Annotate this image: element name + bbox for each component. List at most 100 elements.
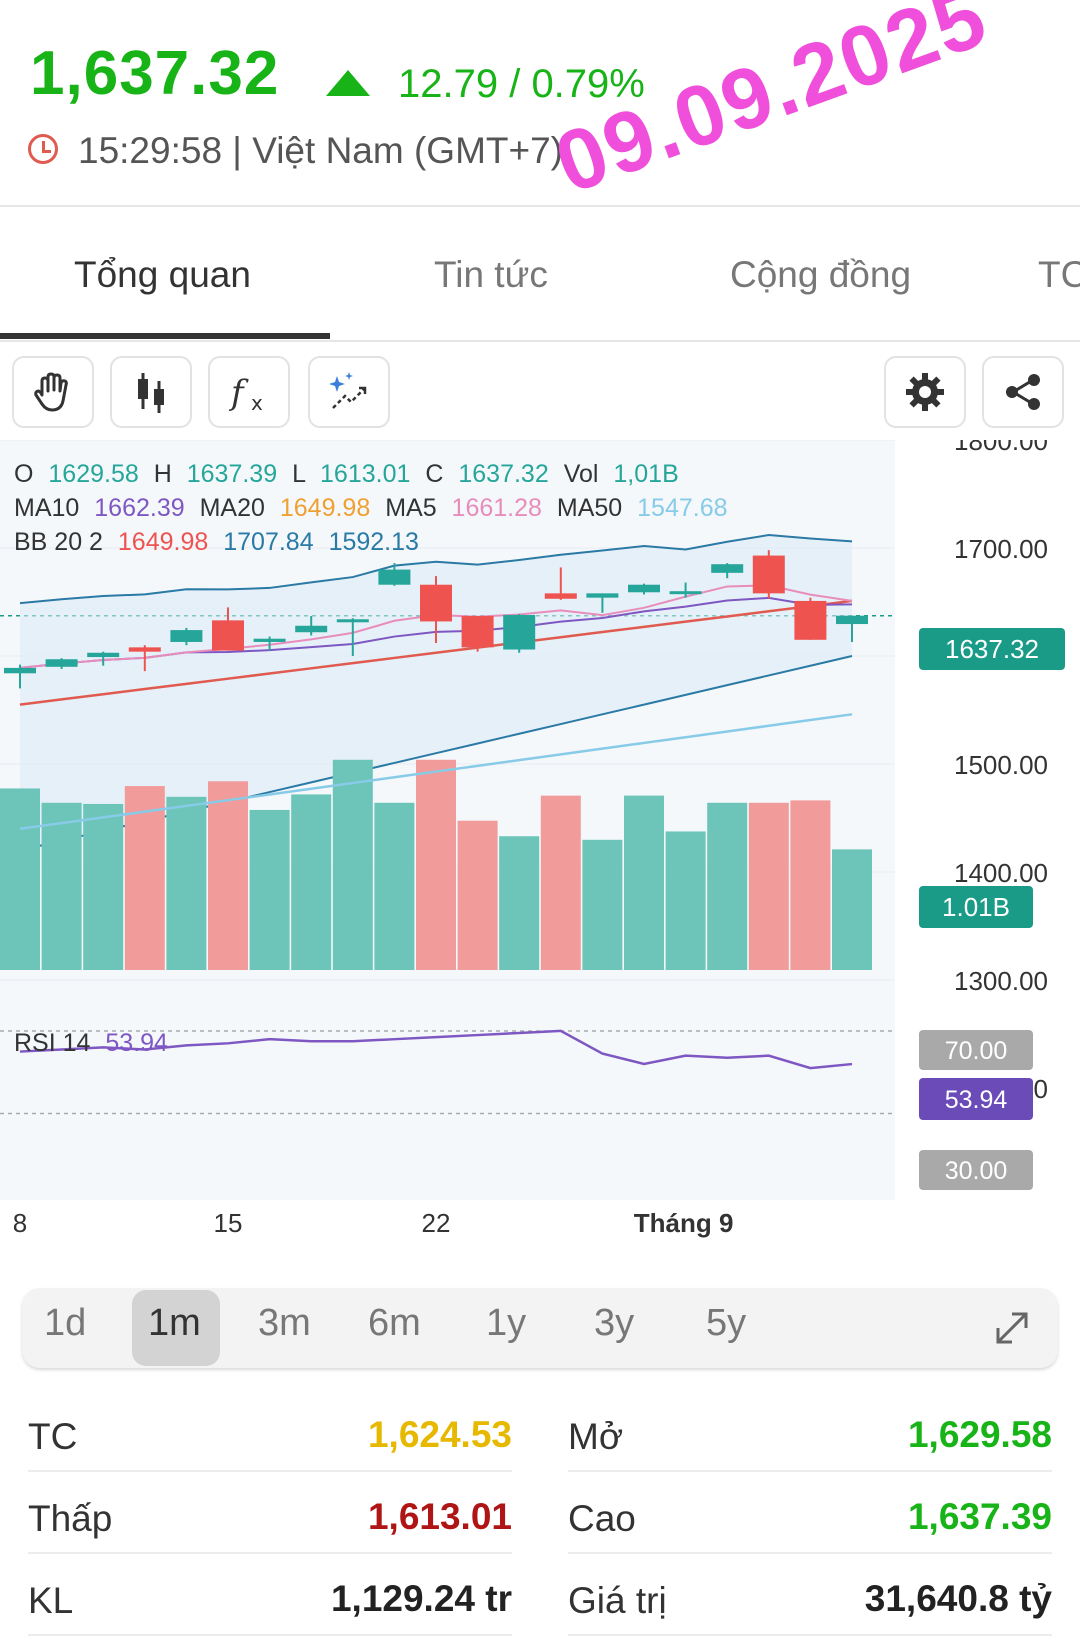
volume-bar [166, 796, 207, 970]
legend-ma20-label: MA20 [200, 494, 265, 522]
x-tick-label: 22 [422, 1208, 451, 1238]
candlestick-icon [138, 373, 164, 413]
volume-bar [832, 849, 872, 970]
legend-rsi-label: RSI 14 [14, 1029, 91, 1057]
current-price: 1,637.32 [30, 39, 280, 108]
candle-body [503, 614, 536, 650]
active-tab-indicator [0, 333, 330, 339]
rsi-lower-tag: 30.00 [945, 1157, 1008, 1185]
up-arrow-icon [326, 70, 370, 96]
svg-text:MA10 1662.39 M: MA10 1662.39 MA20 1649.98 MA5 1661.28 MA… [14, 494, 728, 522]
candle-body [669, 591, 702, 595]
timeframe-1y[interactable]: 1y [486, 1302, 527, 1344]
volume-bar [0, 788, 40, 970]
legend-close: 1637.32 [458, 460, 548, 488]
timeframe-selector: 1d 1m 3m 6m 1y 3y 5y [22, 1288, 1058, 1368]
candle-body [336, 619, 369, 623]
x-tick-label: 8 [13, 1208, 27, 1238]
timeframe-5y[interactable]: 5y [706, 1302, 747, 1344]
candle-body [461, 616, 494, 648]
hand-icon [34, 372, 68, 412]
volume-tag: 1.01B [942, 892, 1010, 922]
ma50-line [19, 713, 853, 831]
legend-low: 1613.01 [320, 460, 410, 488]
expand-icon[interactable] [992, 1308, 1032, 1348]
candle-body [544, 593, 577, 599]
chart-type-button[interactable] [110, 356, 192, 428]
candle-body [212, 620, 244, 651]
legend-vol-label: Vol [564, 460, 599, 488]
volume-bar [582, 839, 623, 970]
timeframe-1m[interactable]: 1m [148, 1302, 201, 1344]
hand-tool-button[interactable] [12, 356, 94, 428]
share-button[interactable] [982, 356, 1064, 428]
candle-body [128, 647, 161, 652]
legend-ma5: 1661.28 [452, 494, 542, 522]
indicator-button[interactable]: f x [208, 356, 290, 428]
volume-bar [249, 809, 290, 970]
price-chart[interactable]: 1800.001700.001600.001500.001400.001300.… [0, 426, 1080, 1240]
candle-body [170, 630, 203, 642]
volume-bar [624, 795, 664, 970]
bollinger-upper-line [19, 534, 853, 605]
volume-bar [748, 802, 789, 970]
rsi-upper-tag-bg [919, 1030, 1033, 1070]
rsi-value-tag-bg [919, 1078, 1033, 1120]
legend-open-label: O [14, 460, 33, 488]
tab-overview[interactable]: Tổng quan [74, 254, 251, 295]
y-tick-label: 1500.00 [954, 750, 1048, 780]
timeframe-1d[interactable]: 1d [44, 1302, 87, 1344]
ma20-line [19, 599, 853, 706]
legend-bb-label: BB 20 2 [14, 528, 103, 556]
svg-text:x: x [251, 391, 263, 415]
y-tick-label: 1700.00 [954, 534, 1048, 564]
legend-high: 1637.39 [187, 460, 277, 488]
stat-value: 1,129.24 tr [330, 1578, 512, 1619]
svg-text:RSI 14 53.94: RSI 14 53.94 [14, 1029, 168, 1057]
candle-body [794, 600, 827, 640]
tab-news[interactable]: Tin tức [434, 254, 548, 295]
stat-label: Mở [568, 1416, 624, 1457]
timeframe-6m[interactable]: 6m [368, 1302, 421, 1344]
svg-text:f: f [228, 373, 249, 413]
settings-button[interactable] [884, 356, 966, 428]
candle-body [586, 593, 619, 598]
legend-open: 1629.58 [48, 460, 138, 488]
x-tick-label: 15 [214, 1208, 243, 1238]
timeframe-3m[interactable]: 3m [258, 1302, 311, 1344]
volume-bar [416, 759, 456, 970]
auto-draw-button[interactable] [308, 356, 390, 428]
legend-ma5-label: MA5 [385, 494, 436, 522]
timeframe-3y[interactable]: 3y [594, 1302, 635, 1344]
volume-bar [499, 836, 540, 970]
stat-row-volume: KL 1,129.24 tr [28, 1554, 512, 1636]
volume-bar [374, 802, 415, 970]
candle-body [752, 555, 785, 594]
stat-value: 1,624.53 [367, 1414, 512, 1455]
y-tick-label: 1300.00 [954, 966, 1048, 996]
price-tag-bg [919, 628, 1065, 670]
tab-community[interactable]: Cộng đồng [730, 254, 912, 295]
candle-body [4, 667, 36, 674]
legend-ma10: 1662.39 [94, 494, 184, 522]
tab-tc[interactable]: TC [1038, 254, 1080, 295]
legend-vol: 1,01B [613, 460, 678, 488]
rsi-panel [0, 985, 895, 1135]
volume-tag-bg [919, 886, 1033, 928]
gear-icon [906, 373, 944, 411]
share-icon [1006, 374, 1040, 410]
candle-body [628, 584, 660, 593]
candle-body [295, 625, 328, 633]
active-timeframe-highlight [132, 1290, 220, 1366]
legend-bb-mid: 1649.98 [118, 528, 208, 556]
legend-ma50-label: MA50 [557, 494, 622, 522]
stat-value: 31,640.8 tỷ [864, 1578, 1052, 1619]
rsi-lower-tag-bg [919, 1150, 1033, 1190]
stat-value: 1,637.39 [907, 1496, 1052, 1537]
svg-text:BB 20 2 1649.98: BB 20 2 1649.98 1707.84 1592.13 [14, 528, 419, 556]
chart-canvas[interactable]: 1800.001700.001600.001500.001400.001300.… [0, 426, 1080, 1240]
y-tick-label: 1400.00 [954, 858, 1048, 888]
legend-ma20: 1649.98 [280, 494, 370, 522]
volume-bar [790, 800, 831, 970]
legend-close-label: C [425, 460, 443, 488]
